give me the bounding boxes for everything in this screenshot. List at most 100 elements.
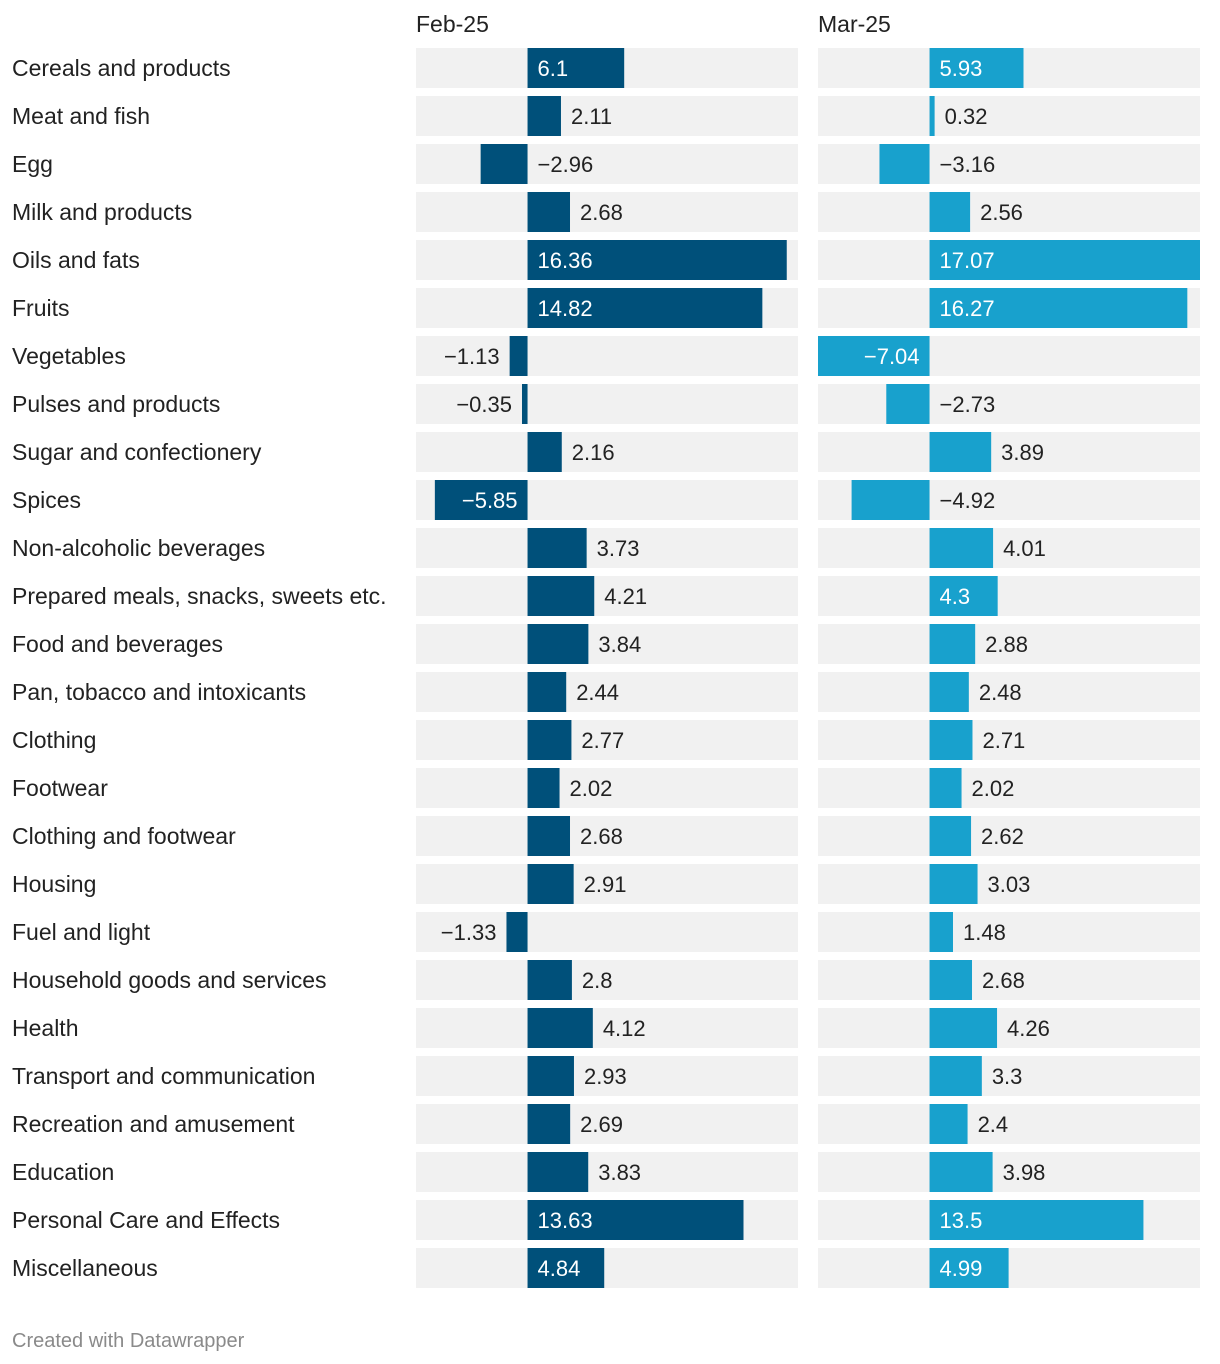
bar-feb-25-health xyxy=(527,1008,593,1048)
row-background-feb-25-transport-and-communication xyxy=(416,1056,798,1096)
bar-feb-25-prepared-meals-snacks-sweets-etc xyxy=(527,576,595,616)
value-label-feb-25-clothing-and-footwear: 2.68 xyxy=(580,824,623,849)
value-label-mar-25-non-alcoholic-beverages: 4.01 xyxy=(1003,536,1046,561)
value-label-mar-25-household-goods-and-services: 2.68 xyxy=(982,968,1025,993)
bar-mar-25-vegetables xyxy=(818,336,930,376)
value-label-mar-25-clothing-and-footwear: 2.62 xyxy=(981,824,1024,849)
split-bar-chart: 6.12.11 −2.96 2.68 16.36 14.82 −1.13 −0.35 2.16… xyxy=(416,48,1200,1288)
row-background-mar-25-sugar-and-confectionery xyxy=(818,432,1200,472)
row-background-feb-25-sugar-and-confectionery xyxy=(416,432,798,472)
category-label-cereals-and-products: Cereals and products xyxy=(12,55,231,81)
row-background-mar-25-food-and-beverages xyxy=(818,624,1200,664)
row-background-mar-25-pan-tobacco-and-intoxicants xyxy=(818,672,1200,712)
category-label-fruits: Fruits xyxy=(12,295,70,321)
row-background-mar-25-pulses-and-products xyxy=(818,384,1200,424)
value-label-mar-25-cereals-and-products: 5.93 xyxy=(940,56,983,81)
category-label-vegetables: Vegetables xyxy=(12,343,126,369)
bar-mar-25-footwear xyxy=(929,768,962,808)
row-background-mar-25-footwear xyxy=(818,768,1200,808)
value-label-mar-25-fuel-and-light: 1.48 xyxy=(963,920,1006,945)
value-label-mar-25-milk-and-products: 2.56 xyxy=(980,200,1023,225)
bar-feb-25-housing xyxy=(527,864,574,904)
bar-feb-25-non-alcoholic-beverages xyxy=(527,528,587,568)
category-label-milk-and-products: Milk and products xyxy=(12,199,193,225)
value-label-feb-25-footwear: 2.02 xyxy=(570,776,613,801)
value-label-mar-25-footwear: 2.02 xyxy=(972,776,1015,801)
bar-mar-25-prepared-meals-snacks-sweets-etc xyxy=(929,576,998,616)
category-label-personal-care-and-effects: Personal Care and Effects xyxy=(12,1207,281,1233)
bar-mar-25-housing xyxy=(929,864,978,904)
bar-feb-25-transport-and-communication xyxy=(527,1056,574,1096)
row-background-feb-25-clothing-and-footwear xyxy=(416,816,798,856)
bar-mar-25-education xyxy=(929,1152,993,1192)
row-background-mar-25-fuel-and-light xyxy=(818,912,1200,952)
value-label-feb-25-meat-and-fish: 2.11 xyxy=(571,104,612,129)
bar-feb-25-fruits xyxy=(527,288,763,328)
bar-mar-25-personal-care-and-effects xyxy=(929,1200,1144,1240)
bar-feb-25-clothing xyxy=(527,720,572,760)
value-label-mar-25-health: 4.26 xyxy=(1007,1016,1050,1041)
bar-mar-25-pulses-and-products xyxy=(886,384,930,424)
row-background-feb-25-fuel-and-light xyxy=(416,912,798,952)
bar-feb-25-pan-tobacco-and-intoxicants xyxy=(527,672,567,712)
value-label-feb-25-sugar-and-confectionery: 2.16 xyxy=(572,440,615,465)
row-background-mar-25-prepared-meals-snacks-sweets-etc xyxy=(818,576,1200,616)
bar-mar-25-food-and-beverages xyxy=(929,624,976,664)
bar-mar-25-milk-and-products xyxy=(929,192,971,232)
row-background-mar-25-miscellaneous xyxy=(818,1248,1200,1288)
value-label-mar-25-vegetables: −7.04 xyxy=(864,344,920,369)
row-background-feb-25-meat-and-fish xyxy=(416,96,798,136)
bar-feb-25-miscellaneous xyxy=(527,1248,605,1288)
row-background-feb-25-vegetables xyxy=(416,336,798,376)
column-header-feb-25: Feb-25 xyxy=(416,11,489,37)
row-background-mar-25-recreation-and-amusement xyxy=(818,1104,1200,1144)
row-background-feb-25-milk-and-products xyxy=(416,192,798,232)
row-background-feb-25-household-goods-and-services xyxy=(416,960,798,1000)
bar-mar-25-non-alcoholic-beverages xyxy=(929,528,994,568)
bar-feb-25-spices xyxy=(434,480,528,520)
bar-mar-25-oils-and-fats xyxy=(929,240,1200,280)
category-label-meat-and-fish: Meat and fish xyxy=(12,103,151,129)
bar-mar-25-cereals-and-products xyxy=(929,48,1024,88)
bar-feb-25-egg xyxy=(480,144,528,184)
value-label-feb-25-housing: 2.91 xyxy=(584,872,627,897)
row-background-feb-25-pulses-and-products xyxy=(416,384,798,424)
value-label-mar-25-personal-care-and-effects: 13.5 xyxy=(940,1208,983,1233)
value-label-feb-25-milk-and-products: 2.68 xyxy=(580,200,623,225)
category-label-recreation-and-amusement: Recreation and amusement xyxy=(12,1111,295,1137)
bar-mar-25-fuel-and-light xyxy=(929,912,953,952)
value-label-feb-25-miscellaneous: 4.84 xyxy=(538,1256,581,1281)
value-label-feb-25-personal-care-and-effects: 13.63 xyxy=(538,1208,593,1233)
row-background-mar-25-transport-and-communication xyxy=(818,1056,1200,1096)
category-label-fuel-and-light: Fuel and light xyxy=(12,919,151,945)
bar-mar-25-clothing xyxy=(929,720,973,760)
value-label-feb-25-transport-and-communication: 2.93 xyxy=(584,1064,627,1089)
value-label-mar-25-pulses-and-products: −2.73 xyxy=(940,392,996,417)
value-label-mar-25-transport-and-communication: 3.3 xyxy=(992,1064,1023,1089)
row-background-feb-25-non-alcoholic-beverages xyxy=(416,528,798,568)
category-label-transport-and-communication: Transport and communication xyxy=(12,1063,316,1089)
value-label-mar-25-clothing: 2.71 xyxy=(982,728,1025,753)
row-background-feb-25-clothing xyxy=(416,720,798,760)
footer-credit: Created with Datawrapper xyxy=(12,1330,245,1352)
row-background-feb-25-pan-tobacco-and-intoxicants xyxy=(416,672,798,712)
category-label-prepared-meals-snacks-sweets-etc: Prepared meals, snacks, sweets etc. xyxy=(12,583,387,609)
value-label-feb-25-education: 3.83 xyxy=(598,1160,641,1185)
value-label-feb-25-fruits: 14.82 xyxy=(538,296,593,321)
row-background-feb-25-egg xyxy=(416,144,798,184)
value-label-feb-25-recreation-and-amusement: 2.69 xyxy=(580,1112,623,1137)
value-label-mar-25-egg: −3.16 xyxy=(940,152,996,177)
value-label-mar-25-education: 3.98 xyxy=(1003,1160,1046,1185)
value-label-feb-25-cereals-and-products: 6.1 xyxy=(538,56,569,81)
category-label-education: Education xyxy=(12,1159,115,1185)
category-label-household-goods-and-services: Household goods and services xyxy=(12,967,327,993)
bar-mar-25-meat-and-fish xyxy=(929,96,935,136)
bar-feb-25-sugar-and-confectionery xyxy=(527,432,562,472)
value-label-feb-25-prepared-meals-snacks-sweets-etc: 4.21 xyxy=(604,584,647,609)
bar-mar-25-recreation-and-amusement xyxy=(929,1104,968,1144)
bar-mar-25-sugar-and-confectionery xyxy=(929,432,992,472)
category-label-footwear: Footwear xyxy=(12,775,108,801)
value-label-feb-25-pulses-and-products: −0.35 xyxy=(456,392,512,417)
category-label-non-alcoholic-beverages: Non-alcoholic beverages xyxy=(12,535,266,561)
category-label-pulses-and-products: Pulses and products xyxy=(12,391,221,417)
